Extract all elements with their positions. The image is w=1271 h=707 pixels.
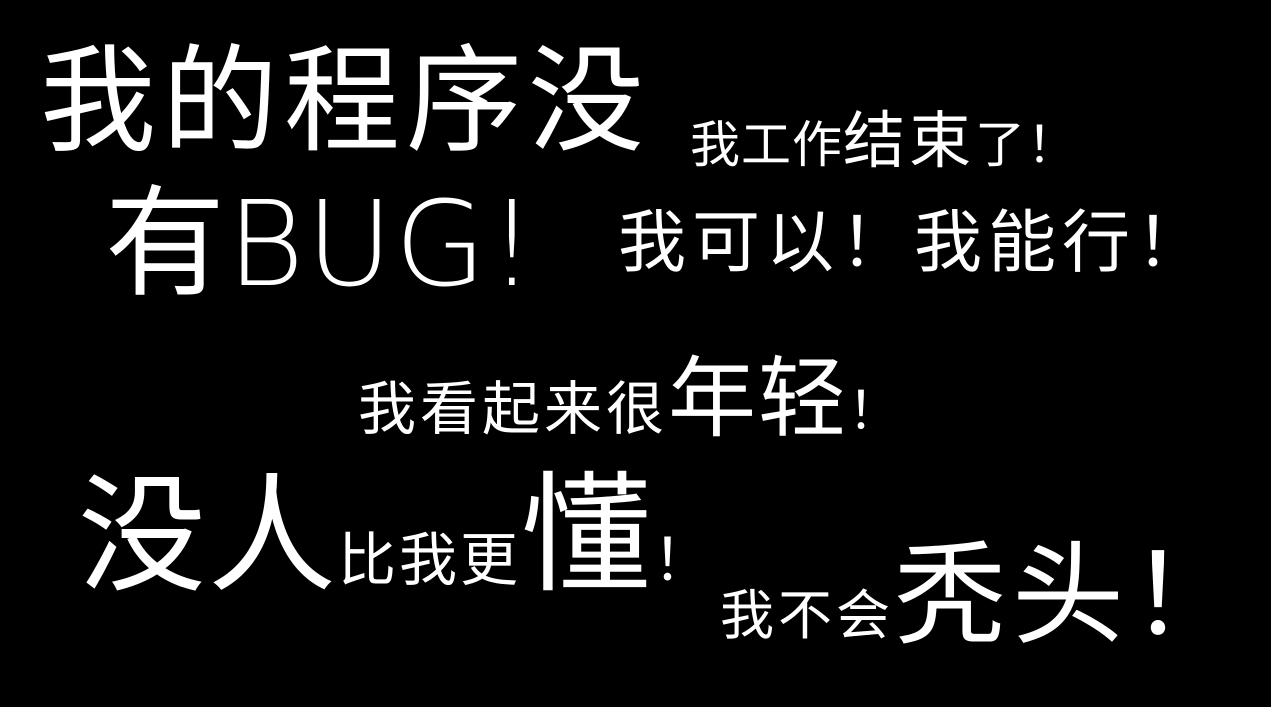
phrase-text: 我工作 xyxy=(690,116,843,174)
phrase-text: 有 xyxy=(105,175,227,314)
phrase-text: 比我更 xyxy=(338,526,522,594)
phrase-text: 我的程序没 xyxy=(40,34,650,169)
phrase-text-emphasis: 年轻 xyxy=(668,347,849,450)
phrase-text: ！ xyxy=(653,526,714,594)
phrase-text: ！ xyxy=(848,382,903,442)
phrase-text-emphasis: 没人 xyxy=(78,462,339,611)
phrase-i-wont-go-bald: 我不会秃头！ xyxy=(720,540,1248,652)
phrase-text: 了！ xyxy=(975,116,1080,174)
phrase-text: 我不会 xyxy=(720,584,894,647)
phrase-text-bug: BUG! xyxy=(227,175,538,313)
phrase-my-program-no: 我的程序没 xyxy=(40,44,650,160)
phrase-work-finished: 我工作结束了！ xyxy=(690,110,1079,172)
phrase-i-can-do-it: 我可以！我能行！ xyxy=(618,210,1210,278)
phrase-text-emphasis: 结束 xyxy=(843,104,976,177)
phrase-text: 我可以！我能行！ xyxy=(618,204,1211,283)
phrase-text: 我看起来很 xyxy=(358,375,669,443)
phrase-text-emphasis: 秃头！ xyxy=(894,531,1248,661)
phrase-has-bug: 有BUG! xyxy=(105,185,537,305)
phrase-i-look-young: 我看起来很年轻！ xyxy=(358,355,902,443)
phrase-nobody-knows-better: 没人比我更懂！ xyxy=(78,470,713,601)
phrase-text-emphasis: 懂 xyxy=(521,459,654,611)
